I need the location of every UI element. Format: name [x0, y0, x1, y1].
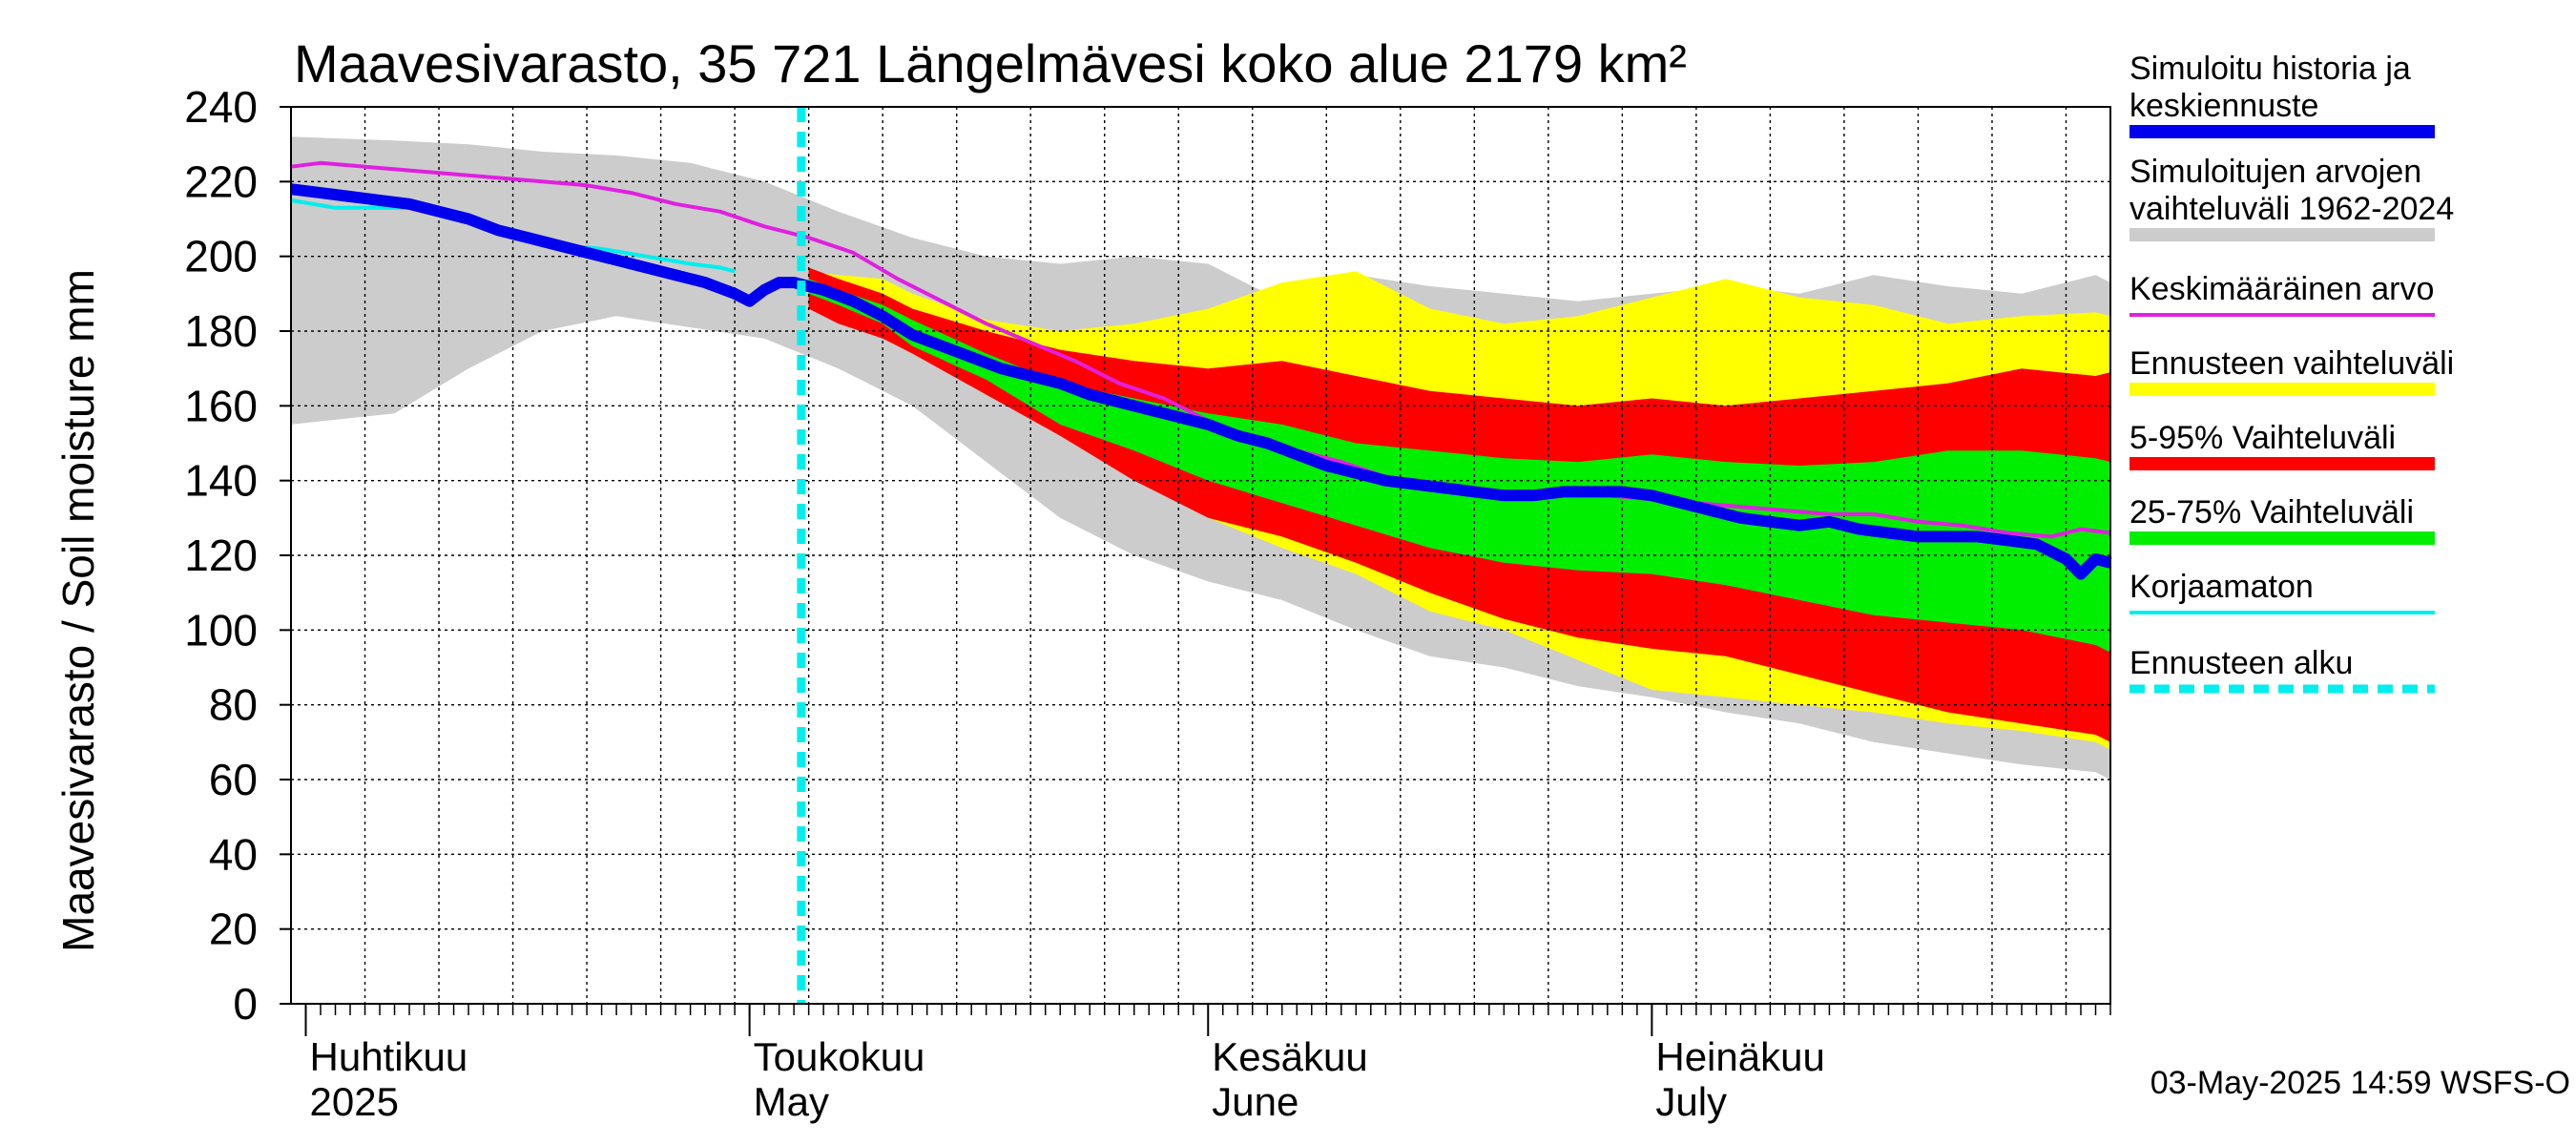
y-tick-label: 100 — [184, 605, 258, 655]
y-tick-label: 140 — [184, 456, 258, 506]
y-tick-label: 220 — [184, 156, 258, 206]
legend-item-ensrange: Ennusteen vaihteluväli — [2129, 345, 2454, 396]
legend-label-line2: vaihteluväli 1962-2024 — [2129, 191, 2454, 227]
month-sublabel: 2025 — [310, 1079, 399, 1124]
legend-item-p5_95: 5-95% Vaihteluväli — [2129, 420, 2435, 470]
y-tick-label: 20 — [209, 905, 258, 954]
legend-label: Korjaamaton — [2129, 569, 2314, 605]
legend-label: 5-95% Vaihteluväli — [2129, 420, 2396, 456]
legend-label: Simuloitujen arvojen — [2129, 154, 2421, 190]
percentile-25-75-band — [808, 279, 2110, 653]
y-tick-label: 120 — [184, 531, 258, 580]
legend-label-line2: keskiennuste — [2129, 88, 2318, 124]
legend-item-start: Ennusteen alku — [2129, 645, 2435, 694]
y-axis-label: Maavesivarasto / Soil moisture mm — [53, 269, 103, 952]
y-tick-label: 200 — [184, 232, 258, 281]
month-label: Huhtikuu — [310, 1034, 468, 1079]
y-tick-label: 160 — [184, 381, 258, 430]
month-sublabel: June — [1212, 1079, 1298, 1124]
month-label: Toukokuu — [754, 1034, 925, 1079]
y-tick-label: 240 — [184, 82, 258, 132]
legend-label: Simuloitu historia ja — [2129, 51, 2411, 87]
y-tick-label: 0 — [233, 979, 258, 1029]
simulated-forecast-line — [290, 183, 2112, 580]
y-tick-label: 40 — [209, 829, 258, 879]
y-tick-label: 80 — [209, 680, 258, 730]
legend-item-raw: Korjaamaton — [2129, 569, 2435, 614]
legend-item-p25_75: 25-75% Vaihteluväli — [2129, 494, 2435, 545]
legend-label: 25-75% Vaihteluväli — [2129, 494, 2414, 531]
legend-item-mean: Keskimääräinen arvo — [2129, 271, 2435, 317]
timestamp-footer: 03-May-2025 14:59 WSFS-O — [2150, 1065, 2570, 1101]
y-tick-label: 180 — [184, 306, 258, 356]
month-label: Heinäkuu — [1655, 1034, 1824, 1079]
legend-label: Ennusteen alku — [2129, 645, 2353, 681]
month-sublabel: May — [754, 1079, 829, 1124]
month-sublabel: July — [1655, 1079, 1727, 1124]
legend-label: Ennusteen vaihteluväli — [2129, 345, 2454, 382]
legend-label: Keskimääräinen arvo — [2129, 271, 2434, 307]
plot-area — [290, 107, 2112, 1004]
y-tick-label: 60 — [209, 755, 258, 804]
chart-title: Maavesivarasto, 35 721 Längelmävesi koko… — [294, 33, 1687, 94]
legend: Simuloitu historia jakeskiennusteSimuloi… — [2129, 51, 2454, 694]
month-label: Kesäkuu — [1212, 1034, 1367, 1079]
